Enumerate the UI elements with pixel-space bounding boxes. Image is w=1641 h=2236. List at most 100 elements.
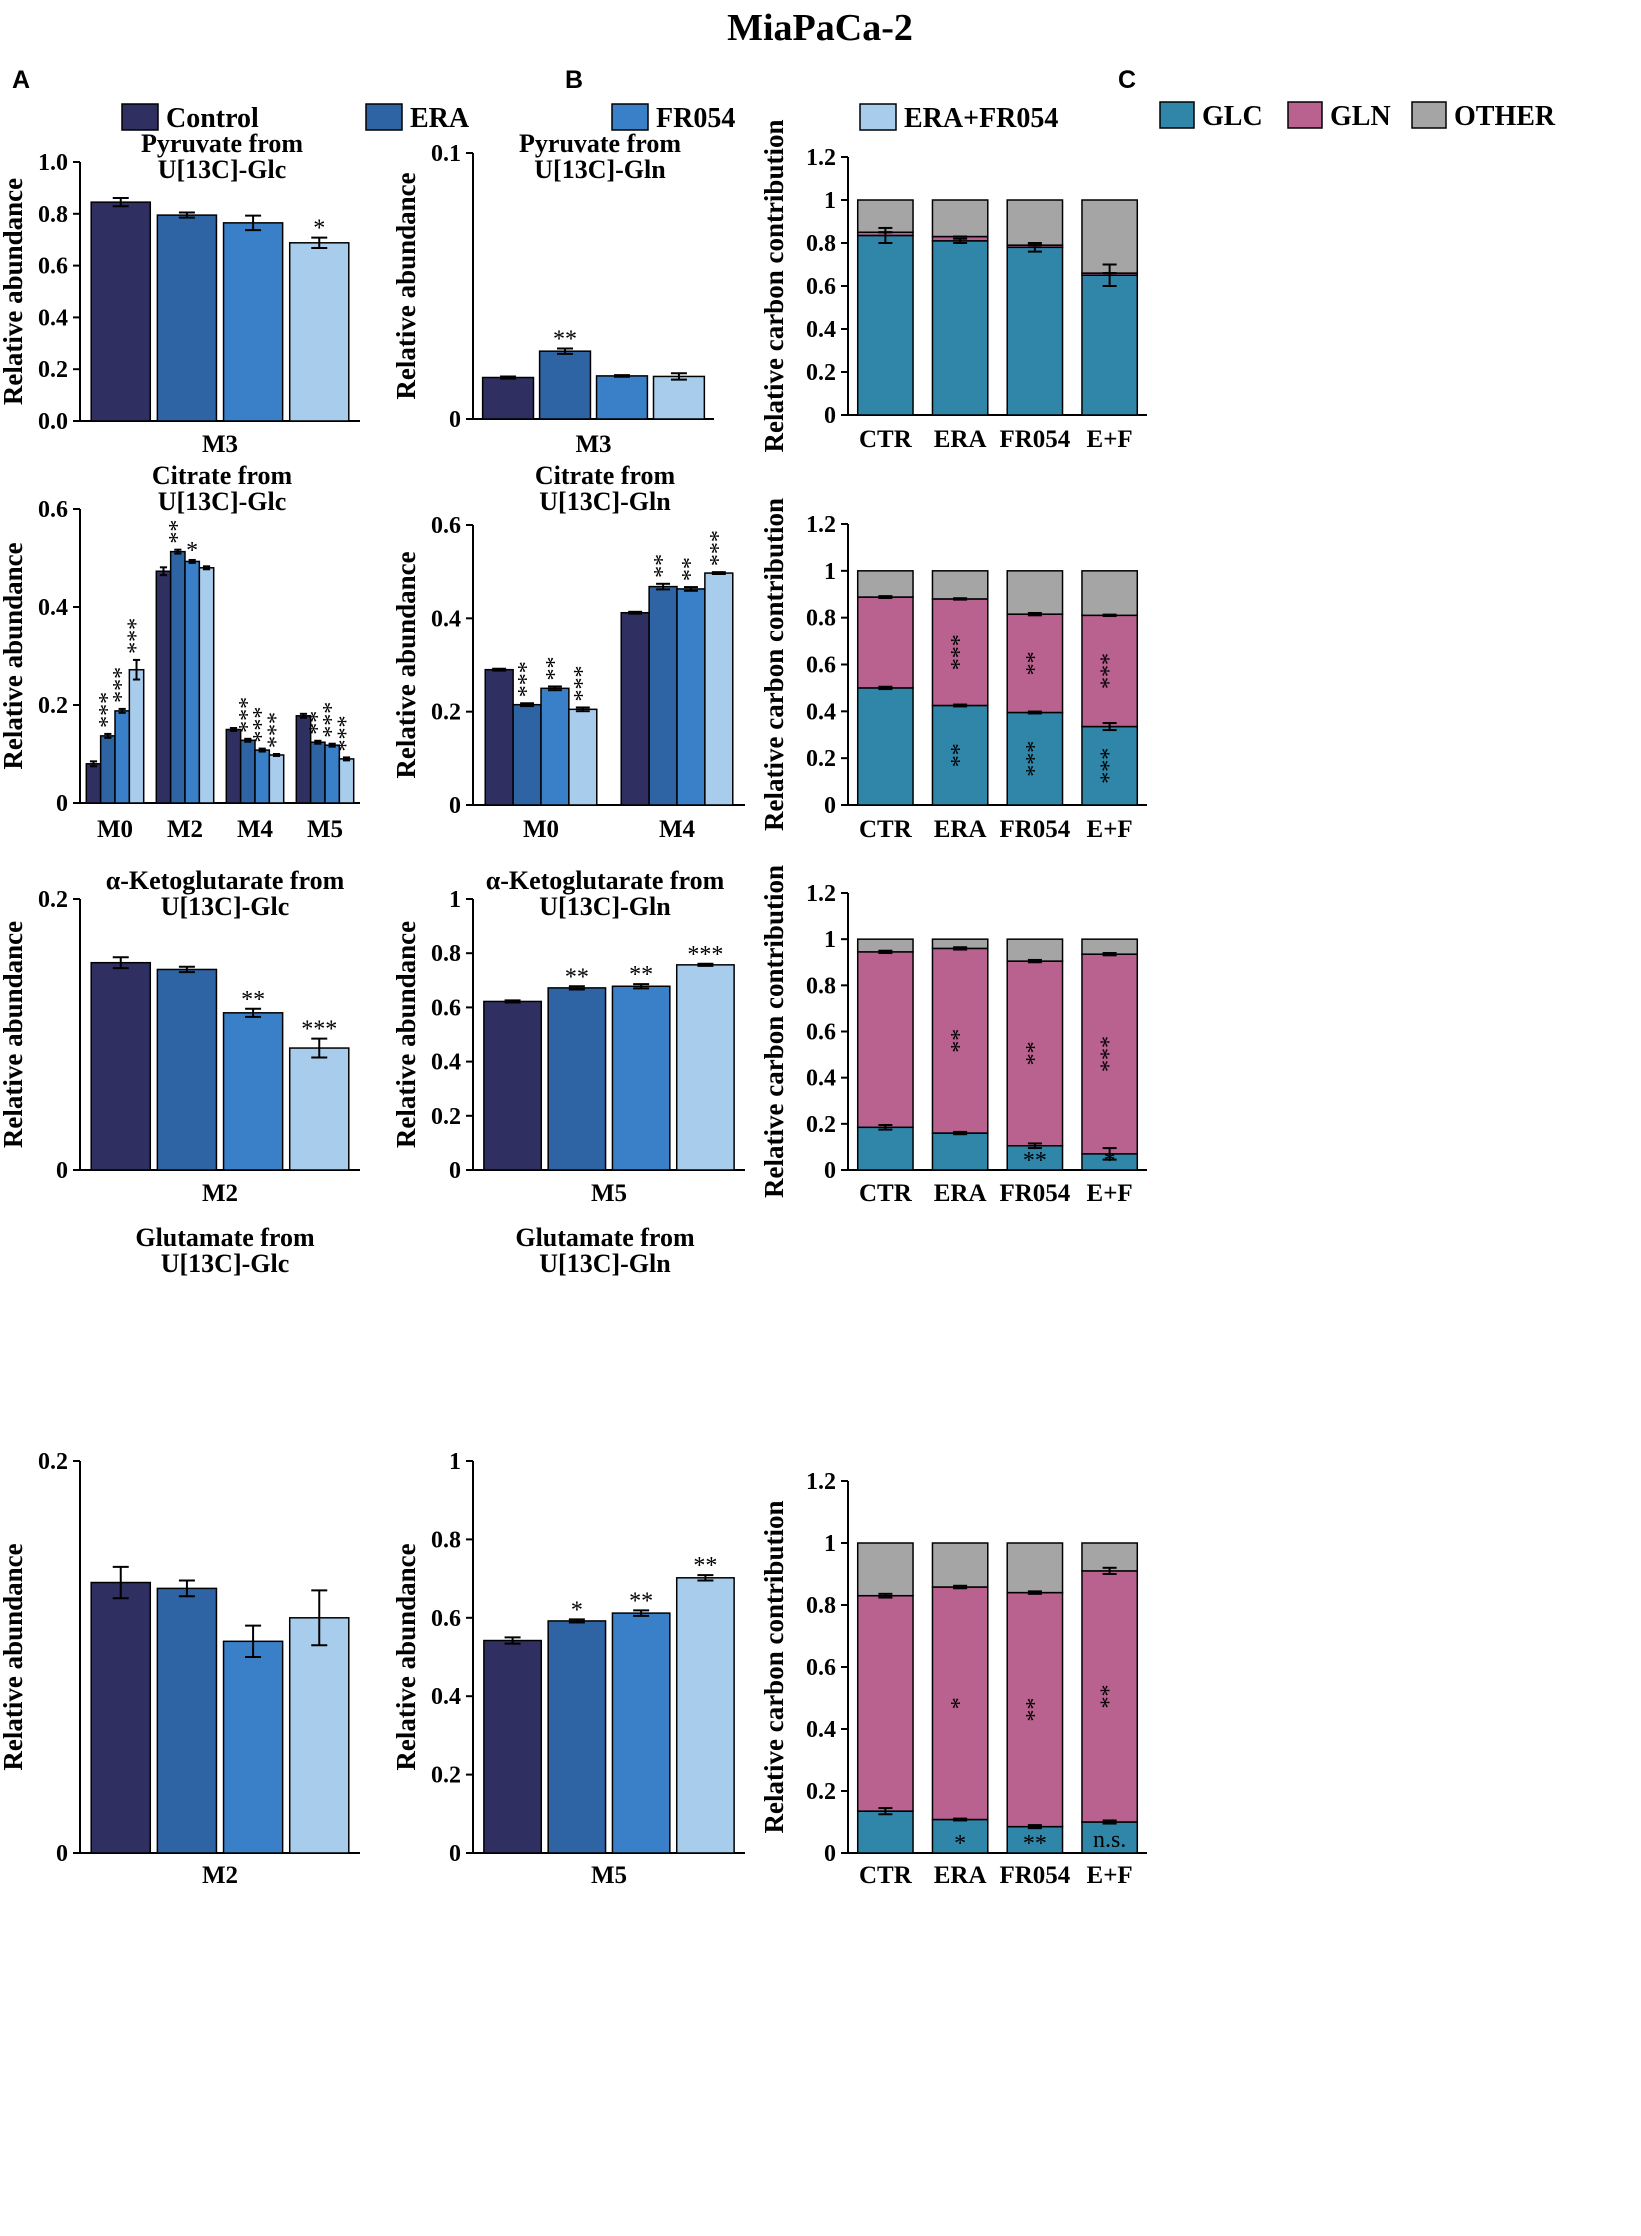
C4-gln-significance: *	[947, 1697, 973, 1709]
B2-title-line1: Citrate from	[535, 461, 676, 490]
C4-gln-significance: **	[1097, 1684, 1123, 1708]
C4-bar-era-glc	[931, 1818, 989, 1854]
C3-y-tick-label: 0.6	[806, 1020, 836, 1046]
B3-bar-m5-era-fr054	[675, 964, 735, 1171]
C1-bar-e+f-other	[1081, 199, 1139, 274]
C1-y-tick-label: 0.6	[806, 274, 836, 300]
B4-y-axis-label: Relative abundance	[391, 1543, 421, 1770]
A3-bar-m2-control	[90, 961, 152, 1171]
B1-y-axis-label: Relative abundance	[391, 172, 421, 399]
A2-bar-m4-era-fr054	[268, 754, 285, 804]
A1-y-axis-label: Relative abundance	[0, 178, 28, 405]
C4-y-axis-label: Relative carbon contribution	[759, 1501, 789, 1834]
C4-gln-significance: **	[1022, 1698, 1048, 1722]
B2-y-tick-label: 0.2	[431, 700, 461, 726]
C3-y-tick-label: 0.8	[806, 973, 836, 999]
B2-bar-m0-era-fr054	[568, 708, 598, 806]
B2-bar-m4-control	[620, 611, 650, 806]
C4-bar-era-other	[931, 1542, 989, 1588]
B3-y-tick-label: 1	[449, 887, 461, 913]
B3-category-label: M5	[591, 1180, 627, 1207]
C2-y-tick-label: 0.6	[806, 653, 836, 679]
legend-a: Control ERA	[121, 103, 470, 134]
A1-category-label: M3	[202, 431, 238, 458]
C1-y-axis-label: Relative carbon contribution	[759, 120, 789, 453]
A3-significance: **	[241, 987, 265, 1013]
C4-category-label: CTR	[859, 1862, 913, 1889]
C2-y-axis-label: Relative carbon contribution	[759, 498, 789, 831]
A3-title-line2: U[13C]-Glc	[161, 892, 290, 921]
B1-bar-m3-fr054	[595, 375, 649, 420]
B2-y-tick-label: 0.6	[431, 513, 461, 539]
C4-bar-ctr-glc	[856, 1810, 914, 1854]
C1-y-tick-label: 1	[824, 188, 836, 214]
C4-glc-significance: *	[954, 1831, 966, 1857]
C2-y-tick-label: 1	[824, 559, 836, 585]
A1-y-tick-label: 1.0	[38, 150, 68, 176]
B1-y-tick-label: 0	[449, 407, 461, 433]
A1-bar-m3-control	[90, 201, 152, 422]
B1-title-line2: U[13C]-Gln	[534, 155, 666, 184]
C2-y-tick-label: 0.8	[806, 606, 836, 632]
C2-category-label: CTR	[859, 816, 913, 843]
C4-y-tick-label: 1	[824, 1531, 836, 1557]
legend-label-other: OTHER	[1454, 101, 1556, 132]
C3-bar-fr054-gln	[1006, 960, 1064, 1147]
C3-category-label: CTR	[859, 1180, 913, 1207]
A2-bar-m2-control	[155, 570, 172, 804]
legend-swatch-era-fr054	[859, 103, 897, 131]
B4-y-tick-label: 0.2	[431, 1763, 461, 1789]
C4-bar-ctr-gln	[856, 1594, 914, 1812]
C2-glc-significance: **	[947, 743, 973, 767]
B4-y-tick-label: 0.6	[431, 1606, 461, 1632]
B3-significance: **	[629, 962, 653, 988]
C3-bar-fr054-other	[1006, 938, 1064, 962]
C2-category-label: E+F	[1087, 816, 1133, 843]
B2-bar-m0-fr054	[540, 687, 570, 806]
chart-c1: 0 0.2 0.4 0.6 0.8 1 1.2 Relative carbon contrib…	[759, 120, 1147, 453]
B1-significance: **	[553, 327, 577, 353]
legend-label-glc: GLC	[1202, 101, 1263, 132]
B4-significance: **	[693, 1553, 717, 1579]
A2-bar-m0-fr054	[114, 710, 131, 804]
C3-y-tick-label: 0.4	[806, 1066, 836, 1092]
C4-glc-significance: n.s.	[1093, 1827, 1126, 1853]
C3-bar-era-glc	[931, 1132, 989, 1171]
A3-y-axis-label: Relative abundance	[0, 921, 28, 1148]
A2-bar-m2-fr054	[184, 560, 201, 804]
C2-bar-fr054-gln	[1006, 613, 1064, 714]
chart-c3: 0 0.2 0.4 0.6 0.8 1 1.2 Relative carbon contrib…	[759, 865, 1147, 1207]
A4-y-tick-label: 0.2	[38, 1449, 68, 1475]
C3-y-tick-label: 0.2	[806, 1112, 836, 1138]
C4-y-tick-label: 0	[824, 1841, 836, 1867]
A2-significance: ***	[264, 712, 290, 748]
C1-y-tick-label: 0.4	[806, 317, 836, 343]
A2-y-axis-label: Relative abundance	[0, 542, 28, 769]
C4-y-tick-label: 0.2	[806, 1779, 836, 1805]
B4-significance: **	[629, 1588, 653, 1614]
A2-title-line2: U[13C]-Glc	[158, 487, 287, 516]
legend-c: GLC GLN OTHER	[1159, 101, 1556, 132]
B3-y-tick-label: 0	[449, 1158, 461, 1184]
B2-bar-m0-control	[484, 668, 514, 806]
A1-y-tick-label: 0.2	[38, 357, 68, 383]
C2-gln-significance: ***	[1097, 653, 1123, 689]
C2-bar-e+f-glc	[1081, 725, 1139, 806]
B1-bar-m3-control	[481, 376, 535, 420]
C1-bar-fr054-other	[1006, 199, 1064, 246]
B3-y-tick-label: 0.6	[431, 995, 461, 1021]
A2-significance: ***	[249, 707, 275, 743]
A1-y-tick-label: 0.8	[38, 202, 68, 228]
A2-title-line1: Citrate from	[152, 461, 293, 490]
C2-glc-significance: ***	[1097, 748, 1123, 784]
B2-significance: ***	[570, 665, 596, 701]
A2-bar-m5-fr054	[324, 744, 341, 804]
B4-y-tick-label: 0.4	[431, 1684, 461, 1710]
legend-label-era: ERA	[410, 103, 470, 134]
B1-title-line1: Pyruvate from	[519, 129, 681, 158]
C1-y-tick-label: 0.8	[806, 231, 836, 257]
panel-letter-c: C	[1118, 66, 1136, 94]
C1-category-label: E+F	[1087, 426, 1133, 453]
